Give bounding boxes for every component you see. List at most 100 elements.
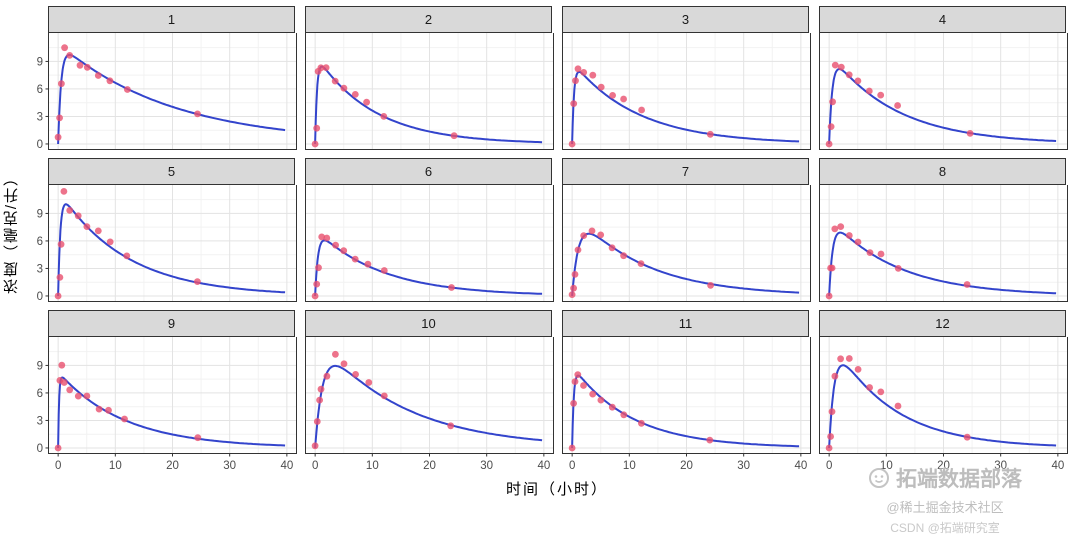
observed-point <box>94 227 102 235</box>
facet-panels-grid: 1 0 3 6 9 2 3 4 5 0 3 6 9 6 7 8 9 0 3 6 9 0 10 20 30 40 10 0 10 20 30 4… <box>37 6 1068 472</box>
observed-point <box>568 291 576 298</box>
observed-point <box>332 241 339 249</box>
observed-point <box>66 207 74 214</box>
x-tick-label: 20 <box>166 460 179 472</box>
observed-point <box>351 255 359 263</box>
observed-point <box>877 388 885 396</box>
observed-point <box>311 292 319 300</box>
observed-point <box>837 223 845 230</box>
x-tick-label: 20 <box>680 460 693 472</box>
x-tick-label: 10 <box>623 460 636 472</box>
x-tick-label: 30 <box>223 460 236 472</box>
facet-plot-area-3 <box>562 33 811 150</box>
x-tick-label: 0 <box>55 460 61 472</box>
fitted-curve-8 <box>828 231 1057 297</box>
facet-strip-label-2: 2 <box>305 6 552 33</box>
observed-point <box>620 95 627 103</box>
x-tick-label: 20 <box>423 460 436 472</box>
observed-point <box>706 436 714 444</box>
facet-strip-label-6: 6 <box>305 158 552 185</box>
facet-strip-label-5: 5 <box>48 158 295 185</box>
observed-point <box>837 63 845 71</box>
x-tick-label: 30 <box>737 460 750 472</box>
y-tick-label: 3 <box>37 415 43 427</box>
observed-point <box>58 361 66 369</box>
observed-point <box>827 433 834 440</box>
observed-point <box>574 371 582 378</box>
fitted-curve-12 <box>828 364 1057 449</box>
observed-point <box>877 91 885 99</box>
x-tick-label: 20 <box>937 460 950 472</box>
observed-point <box>568 444 576 452</box>
observed-point <box>76 61 84 69</box>
facet-plot-area-5: 0 3 6 9 <box>37 185 297 303</box>
observed-point <box>831 61 839 69</box>
facet-strip-label-10: 10 <box>305 310 552 337</box>
observed-point <box>83 223 91 230</box>
observed-point <box>620 411 628 419</box>
observed-point <box>105 406 112 414</box>
observed-point <box>194 434 202 442</box>
observed-point <box>620 252 627 260</box>
facet-plot-area-10: 0 10 20 30 40 <box>305 337 554 472</box>
x-tick-label: 0 <box>826 460 832 472</box>
observed-point <box>352 371 359 378</box>
observed-point <box>448 284 455 291</box>
observed-point <box>106 77 114 85</box>
facet-strip-label-11: 11 <box>562 310 809 337</box>
observed-point <box>351 91 359 98</box>
observed-point <box>580 69 588 76</box>
fitted-curve-9 <box>57 376 286 449</box>
observed-point <box>380 392 388 400</box>
y-tick-label: 9 <box>37 208 43 220</box>
fitted-curve-4 <box>828 68 1057 145</box>
x-axis-title: 时间（小时） <box>505 481 608 498</box>
x-tick-label: 40 <box>1051 460 1064 472</box>
observed-point <box>311 140 319 148</box>
x-tick-label: 10 <box>880 460 893 472</box>
observed-point <box>331 77 339 85</box>
observed-point <box>317 385 325 393</box>
observed-point <box>580 382 587 389</box>
observed-point <box>450 132 458 140</box>
x-tick-label: 0 <box>312 460 318 472</box>
facet-plot-area-2 <box>305 33 554 150</box>
facet-panel-4: 4 <box>819 6 1068 150</box>
observed-point <box>74 212 82 220</box>
observed-point <box>597 231 605 239</box>
observed-point <box>637 260 645 267</box>
observed-point <box>854 366 862 373</box>
observed-point <box>194 110 201 118</box>
observed-point <box>316 396 323 404</box>
observed-point <box>313 124 321 132</box>
observed-point <box>83 63 91 71</box>
facet-plot-area-9: 0 3 6 9 0 10 20 30 40 <box>37 337 297 472</box>
facet-strip-label-1: 1 <box>48 6 295 33</box>
facet-panel-6: 6 <box>305 158 554 302</box>
observed-point <box>363 98 370 106</box>
observed-point <box>124 86 131 93</box>
observed-point <box>106 238 114 246</box>
observed-point <box>571 271 579 278</box>
observed-point <box>966 130 974 137</box>
observed-point <box>66 52 74 59</box>
observed-point <box>894 265 902 272</box>
theophylline-facet-figure: 浓度（毫克/升） 1 0 3 6 9 2 3 4 5 0 3 6 9 6 7 8 9 0 3 6 9 0 10 20 30 40 1… <box>0 6 1068 498</box>
observed-point <box>609 92 616 99</box>
observed-point <box>340 84 348 92</box>
observed-point <box>380 267 388 274</box>
x-tick-label: 40 <box>280 460 293 472</box>
observed-point <box>313 280 321 288</box>
observed-point <box>828 408 836 415</box>
observed-point <box>83 392 91 400</box>
y-axis-title: 浓度（毫克/升） <box>0 6 22 458</box>
observed-point <box>707 282 714 289</box>
facet-panel-10: 10 0 10 20 30 40 <box>305 310 554 472</box>
observed-point <box>608 403 616 411</box>
facet-strip-label-8: 8 <box>819 158 1066 185</box>
facet-panel-12: 12 0 10 20 30 40 <box>819 310 1068 472</box>
fitted-curve-6 <box>314 239 543 297</box>
observed-point <box>865 87 873 95</box>
x-tick-label: 10 <box>109 460 122 472</box>
facet-plot-area-1: 0 3 6 9 <box>37 33 297 151</box>
